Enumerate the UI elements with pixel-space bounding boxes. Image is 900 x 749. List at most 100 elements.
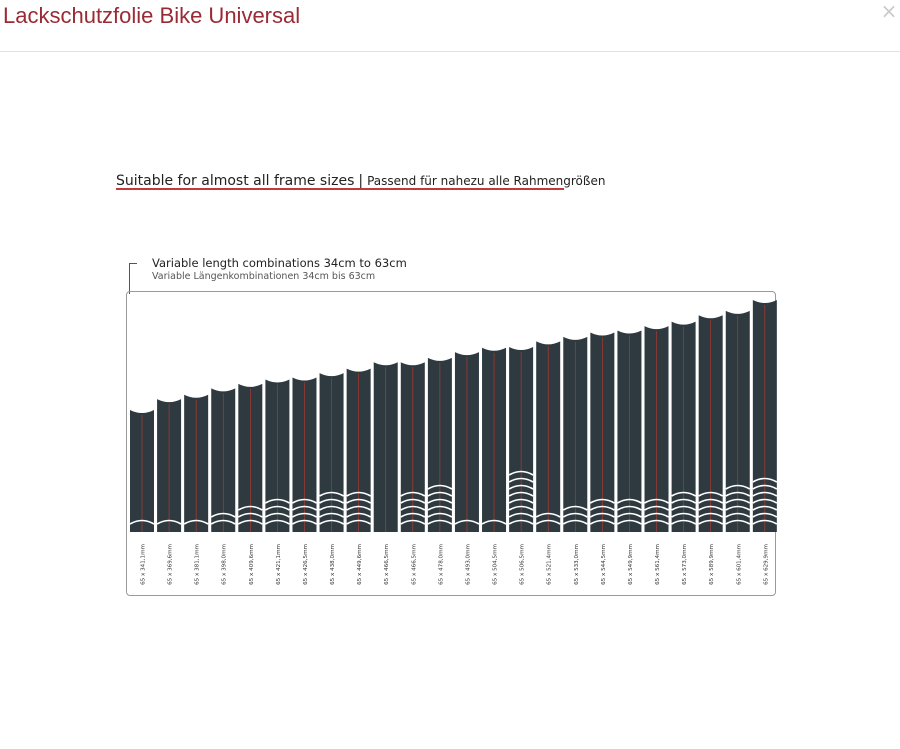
cut-mark: [671, 491, 697, 497]
cut-mark: [671, 505, 697, 511]
variable-length-label: Variable length combinations 34cm to 63c…: [152, 256, 407, 282]
strip-size-label: 65 x 493,0mm: [465, 544, 471, 585]
cut-mark: [617, 512, 642, 518]
strip-size-label: 65 x 629,9mm: [763, 544, 769, 585]
cut-mark: [319, 498, 344, 504]
cut-mark: [617, 505, 642, 511]
cut-mark: [562, 505, 588, 511]
cut-mark: [752, 484, 777, 490]
film-strip: 65 x 544,5mm: [589, 332, 615, 585]
film-strip: 65 x 426,5mm: [292, 377, 317, 585]
cut-mark: [400, 519, 426, 525]
headline-english: Suitable for almost all frame sizes: [116, 173, 355, 189]
strip-size-label: 65 x 533,0mm: [574, 544, 580, 585]
cut-mark: [319, 512, 344, 518]
cut-mark: [292, 505, 317, 511]
cut-mark: [129, 519, 155, 525]
cut-mark: [264, 498, 290, 504]
modal-title: Lackschutzfolie Bike Universal: [3, 3, 301, 28]
cut-mark: [752, 498, 777, 504]
cut-mark: [156, 519, 182, 525]
cut-mark: [400, 498, 426, 504]
strip-size-label: 65 x 544,5mm: [601, 544, 607, 585]
cut-mark: [264, 505, 290, 511]
cut-mark: [454, 519, 480, 525]
cut-mark: [427, 484, 453, 490]
cut-mark: [752, 512, 777, 518]
cut-mark: [508, 512, 534, 518]
cut-mark: [644, 498, 669, 504]
cut-mark: [292, 519, 317, 525]
cut-mark: [346, 505, 372, 511]
strip-size-label: 65 x 369,6mm: [168, 544, 174, 585]
modal-header: Lackschutzfolie Bike Universal ×: [0, 0, 900, 52]
strip-size-label: 65 x 466,5mm: [411, 544, 417, 585]
close-icon[interactable]: ×: [880, 0, 898, 23]
film-strip: 65 x 409,6mm: [237, 383, 263, 585]
cut-mark: [617, 498, 642, 504]
strips-illustration: 65 x 341,1mm 65 x 369,6mm 65 x 381,1mm 65 x…: [129, 300, 777, 585]
cut-mark: [644, 519, 669, 525]
strip-size-label: 65 x 466,5mm: [384, 544, 390, 585]
headline-underline: [116, 188, 564, 190]
cut-mark: [346, 519, 372, 525]
film-strip: 65 x 533,0mm: [562, 336, 588, 585]
strip-size-label: 65 x 478,0mm: [438, 544, 444, 585]
cut-mark: [535, 512, 561, 518]
cut-mark: [292, 512, 317, 518]
headline-german: Passend für nahezu alle Rahmengrößen: [367, 174, 606, 188]
product-image: Suitable for almost all frame sizes | Pass…: [110, 160, 790, 610]
film-strip: 65 x 341,1mm: [129, 410, 155, 585]
film-strip: 65 x 369,6mm: [156, 399, 182, 585]
cut-mark: [400, 512, 426, 518]
film-strip: 65 x 521,4mm: [535, 341, 561, 585]
cut-mark: [698, 498, 724, 504]
cut-mark: [589, 519, 615, 525]
cut-mark: [725, 505, 751, 511]
film-strip: 65 x 438,0mm: [319, 373, 344, 585]
film-strip: 65 x 493,0mm: [454, 352, 480, 585]
film-strip: 65 x 506,5mm: [508, 347, 534, 585]
cut-mark: [183, 519, 209, 525]
cut-mark: [698, 505, 724, 511]
cut-mark: [319, 519, 344, 525]
cut-mark: [346, 512, 372, 518]
bracket-line: [129, 263, 137, 294]
cut-mark: [589, 498, 615, 504]
cut-mark: [644, 512, 669, 518]
cut-mark: [508, 519, 534, 525]
cut-mark: [427, 491, 453, 497]
film-strip: 65 x 589,9mm: [698, 315, 724, 585]
variable-length-german: Variable Längenkombinationen 34cm bis 63…: [152, 271, 376, 282]
cut-mark: [752, 491, 777, 497]
strip-size-label: 65 x 506,5mm: [520, 544, 526, 585]
cut-mark: [725, 491, 751, 497]
film-strip: 65 x 573,0mm: [671, 321, 697, 585]
cut-mark: [427, 498, 453, 504]
cut-mark: [752, 505, 777, 511]
film-strip: 65 x 601,4mm: [725, 310, 751, 585]
strip-size-label: 65 x 421,1mm: [276, 544, 282, 585]
cut-mark: [698, 491, 724, 497]
cut-mark: [617, 519, 642, 525]
cut-mark: [508, 491, 534, 497]
cut-mark: [400, 491, 426, 497]
cut-mark: [319, 505, 344, 511]
cut-mark: [698, 512, 724, 518]
cut-mark: [671, 512, 697, 518]
cut-mark: [264, 519, 290, 525]
film-strip: 65 x 561,4mm: [644, 326, 669, 585]
strip-size-label: 65 x 589,9mm: [709, 544, 715, 585]
strip-size-label: 65 x 398,0mm: [222, 544, 228, 585]
cut-mark: [427, 512, 453, 518]
film-strip: 65 x 421,1mm: [264, 379, 290, 585]
cut-mark: [752, 477, 777, 483]
film-strip: 65 x 478,0mm: [427, 357, 453, 585]
cut-mark: [671, 498, 697, 504]
cut-mark: [508, 470, 534, 476]
cut-mark: [725, 484, 751, 490]
strip-size-label: 65 x 561,4mm: [655, 544, 661, 585]
strip-size-label: 65 x 504,5mm: [493, 544, 499, 585]
cut-mark: [725, 498, 751, 504]
cut-mark: [725, 519, 751, 525]
